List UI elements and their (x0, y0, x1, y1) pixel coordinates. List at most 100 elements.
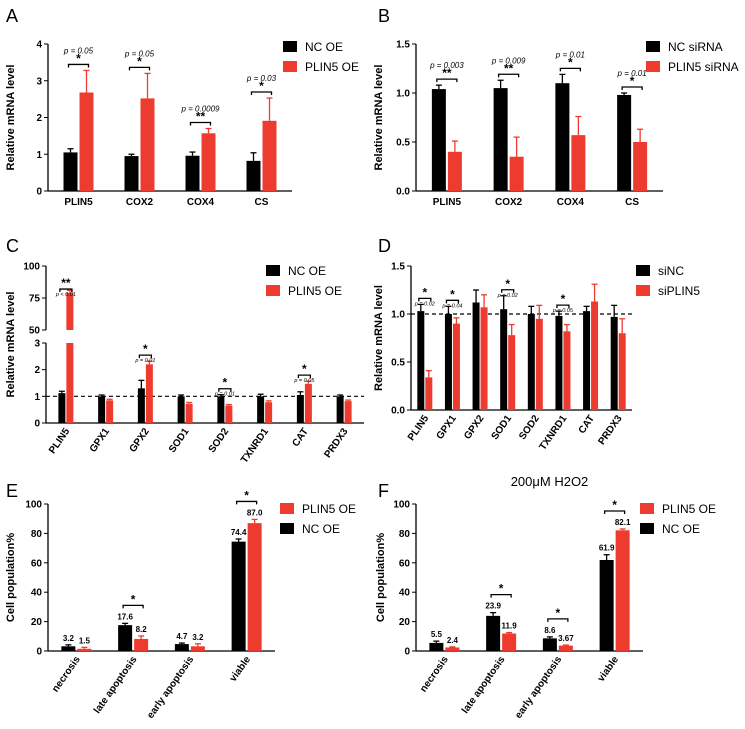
x-tick-label: viable (596, 654, 622, 684)
legend-swatch (640, 523, 654, 534)
panel-b-chart: 0.0 0.5 1.0 1.5 Relative mRNA level PLIN5 COX2… (373, 40, 739, 209)
bar-nc-oe (185, 155, 200, 191)
x-tick-label: CS (625, 197, 639, 208)
significance-stars: ** (442, 66, 452, 80)
data-label: 1.5 (79, 636, 91, 645)
data-label: 8.2 (136, 625, 148, 634)
y-tick-label: 1 (34, 392, 40, 403)
legend-label: PLIN5 OE (305, 60, 359, 74)
bar-plin5-oe (225, 405, 233, 423)
legend-swatch (266, 285, 280, 296)
p-value-label: p = 0.02 (497, 293, 518, 299)
p-value-label: p < 0.01 (55, 292, 76, 298)
x-tick-label: PRDX3 (322, 426, 350, 460)
bar-nc-oe (98, 396, 106, 423)
significance-stars: ** (504, 61, 514, 75)
bar-nc-oe (336, 396, 344, 423)
bar-sinc (444, 314, 452, 410)
panel-label-c: C (6, 236, 19, 256)
panel-label-d: D (378, 236, 391, 256)
data-label: 8.6 (544, 626, 556, 635)
significance-bracket (59, 288, 73, 293)
bar-plin5-oe (445, 647, 460, 651)
significance-bracket (122, 604, 144, 609)
p-value-label: p = 0.0009 (180, 105, 220, 114)
y-tick-label: 0.0 (391, 406, 405, 417)
significance-bracket (189, 121, 212, 126)
panel-a-chart: 0 1 2 3 4 Relative mRNA level PLIN5 COX2 COX4 CS p… (5, 40, 359, 209)
significance-stars: * (422, 285, 427, 299)
x-tick-label: GPX2 (462, 413, 487, 442)
p-value-label: p = 0.009 (491, 56, 526, 65)
y-tick-label: 0 (36, 647, 42, 658)
significance-bracket (559, 67, 582, 72)
x-tick-label: COX4 (187, 197, 215, 208)
bar-nc-oe (429, 642, 444, 651)
bar-nc-sirna (493, 88, 508, 191)
y-tick-label: 0 (36, 187, 42, 198)
y-tick-label: 40 (31, 588, 43, 599)
data-label: 17.6 (117, 612, 133, 621)
significance-bracket (547, 618, 569, 622)
legend-label: NC OE (662, 522, 700, 536)
significance-bracket (436, 78, 458, 83)
bar-plin5-sirna (571, 135, 586, 191)
x-tick-label: late apoptosis (460, 654, 508, 716)
x-tick-label: late apoptosis (92, 654, 140, 716)
bar-plin5-oe (79, 92, 94, 191)
significance-bracket (297, 374, 312, 379)
data-label: 3.2 (63, 634, 75, 643)
bar-plin5-sirna (633, 142, 648, 191)
legend-label: siNC (658, 264, 684, 278)
bar-plin5-oe (344, 401, 352, 423)
bar-plin5-oe (262, 120, 277, 191)
bar-nc-oe (296, 395, 304, 423)
bar-plin5-oe (502, 633, 517, 651)
bar-plin5-oe (77, 648, 92, 651)
bar-siplin5 (563, 331, 571, 410)
p-value-label: p = 0.03 (246, 74, 277, 83)
p-value-label: p = 0.01 (617, 69, 647, 78)
significance-stars: * (556, 606, 561, 620)
bar-siplin5 (618, 333, 626, 410)
bar-nc-oe (217, 396, 225, 423)
y-tick-label: 20 (399, 617, 411, 628)
bar-plin5-oe (247, 523, 262, 651)
significance-bracket (138, 354, 153, 359)
legend-swatch (280, 523, 294, 534)
legend-swatch (283, 41, 297, 52)
legend-label: PLIN5 OE (302, 502, 356, 516)
significance-stars: * (131, 592, 136, 606)
bar-nc-sirna (555, 83, 570, 191)
y-tick-label: 20 (31, 617, 43, 628)
bar-plin5-oe (190, 646, 205, 651)
y-axis-label: Relative mRNA level (373, 65, 385, 171)
x-tick-label: COX2 (126, 197, 154, 208)
bar-nc-oe (174, 644, 189, 651)
significance-bracket (445, 299, 460, 304)
significance-stars: * (143, 342, 148, 356)
legend-swatch (266, 265, 280, 276)
bar-sinc (472, 302, 480, 410)
bar-nc-oe (63, 152, 78, 191)
p-value-label: p = 0.01 (134, 358, 155, 364)
y-tick-label: 3 (36, 76, 42, 87)
bar-plin5-oe (185, 403, 193, 423)
x-tick-label: PRDX3 (597, 413, 625, 447)
x-tick-label: necrosis (418, 654, 451, 694)
significance-bracket (235, 500, 258, 505)
bar-nc-oe (177, 396, 185, 423)
bar-sinc (555, 315, 563, 410)
x-tick-label: SOD2 (517, 413, 542, 442)
bar-sinc (583, 311, 591, 410)
bar-plin5-oe (558, 645, 573, 651)
significance-bracket (67, 63, 90, 68)
bar-nc-oe (61, 646, 76, 651)
x-tick-label: GPX1 (88, 426, 113, 455)
bar-sinc (527, 314, 535, 410)
bar-nc-oe (257, 396, 265, 423)
bar-sinc (417, 311, 425, 410)
y-tick-label: 80 (399, 529, 411, 540)
y-tick-label: 4 (36, 40, 42, 51)
